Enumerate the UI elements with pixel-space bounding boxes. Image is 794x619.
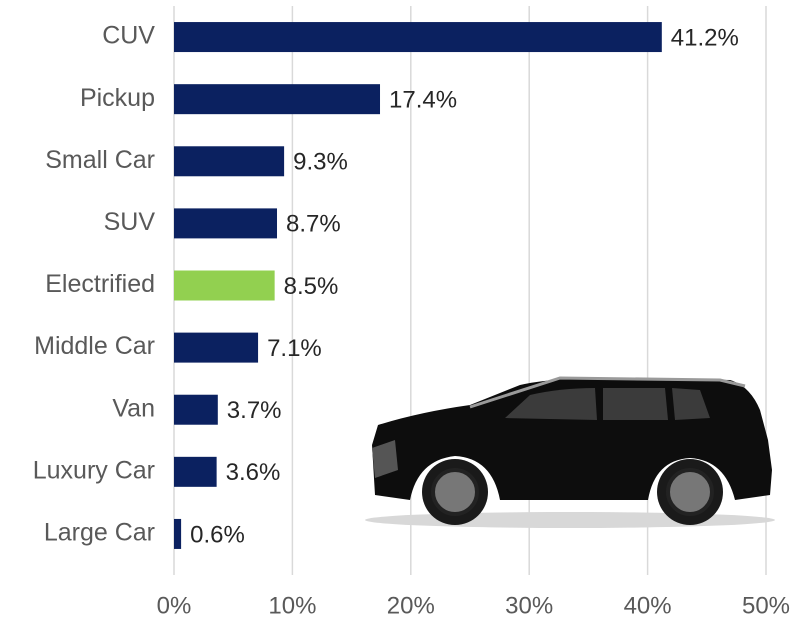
y-tick-label: Pickup bbox=[80, 84, 155, 112]
bar-layer: 41.2% 17.4% 9.3% 8.7% 8.5% 7.1% 3.7% 3.6% 0.6% bbox=[174, 22, 739, 549]
car-grille bbox=[372, 440, 398, 478]
bar bbox=[174, 84, 381, 115]
y-tick-label: Large Car bbox=[44, 519, 155, 547]
bar bbox=[174, 208, 278, 239]
car-roof-rail bbox=[469, 376, 746, 409]
y-tick-label: SUV bbox=[104, 208, 156, 236]
y-tick-label: Middle Car bbox=[34, 332, 155, 360]
value-label: 0.6% bbox=[190, 521, 245, 548]
y-tick-label: CUV bbox=[102, 22, 155, 50]
bar bbox=[174, 394, 218, 425]
car-rim bbox=[431, 468, 479, 516]
x-tick-label: 10% bbox=[268, 592, 316, 619]
y-tick-label: Electrified bbox=[45, 270, 155, 298]
bar bbox=[174, 270, 275, 301]
bar bbox=[174, 22, 662, 53]
y-tick-label: Van bbox=[112, 394, 155, 422]
y-tick-label: Luxury Car bbox=[33, 456, 155, 484]
x-tick-label: 40% bbox=[624, 592, 672, 619]
value-label: 17.4% bbox=[389, 87, 457, 114]
bar bbox=[174, 332, 259, 363]
value-label: 8.7% bbox=[286, 211, 341, 238]
car-image bbox=[365, 376, 775, 528]
bar bbox=[174, 518, 182, 549]
value-label: 3.7% bbox=[227, 397, 282, 424]
bar bbox=[174, 146, 285, 177]
value-label: 41.2% bbox=[671, 24, 739, 51]
value-label: 3.6% bbox=[226, 459, 281, 486]
car-window bbox=[505, 388, 597, 420]
car-body bbox=[372, 377, 772, 500]
x-tick-label: 0% bbox=[157, 592, 192, 619]
value-label: 8.5% bbox=[284, 273, 339, 300]
car-window bbox=[672, 388, 710, 420]
x-tick-label: 50% bbox=[742, 592, 790, 619]
car-rim bbox=[666, 468, 714, 516]
value-label: 7.1% bbox=[267, 335, 322, 362]
x-tick-label: 30% bbox=[505, 592, 553, 619]
x-tick-label: 20% bbox=[387, 592, 435, 619]
car-window bbox=[603, 388, 668, 420]
value-label: 9.3% bbox=[293, 149, 348, 176]
y-tick-label: Small Car bbox=[45, 146, 155, 174]
bar bbox=[174, 456, 217, 487]
